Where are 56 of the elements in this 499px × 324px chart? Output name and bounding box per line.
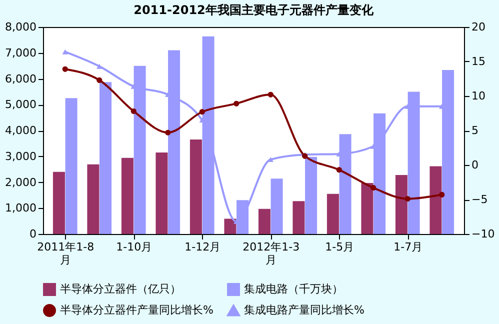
y-tick-label: 3,000 bbox=[5, 150, 36, 163]
x-tick-label: 1-12月 bbox=[184, 240, 221, 254]
y2-tick-label: 10 bbox=[472, 90, 486, 102]
y-tick-label: 5,000 bbox=[5, 98, 36, 112]
point bbox=[268, 92, 274, 98]
chart-title: 2011-2012年我国主要电子元器件产量变化 bbox=[134, 3, 374, 17]
bar bbox=[100, 82, 112, 234]
bar bbox=[361, 183, 374, 234]
bar bbox=[292, 201, 305, 234]
x-tick-label: 2011年1-8月 bbox=[37, 240, 94, 266]
bar bbox=[430, 166, 442, 234]
point bbox=[234, 100, 240, 106]
bar bbox=[87, 164, 100, 234]
y-tick-label: 2,000 bbox=[5, 176, 36, 189]
y2-tick-label: 15 bbox=[472, 55, 486, 68]
point bbox=[404, 196, 410, 202]
x-tick-label: 2012年1-3月 bbox=[242, 240, 300, 266]
point bbox=[439, 192, 445, 198]
y-tick-label: 6,000 bbox=[5, 72, 36, 86]
y2-tick-label: −10 bbox=[472, 228, 495, 240]
legend-label: 集成电路（千万块） bbox=[244, 282, 343, 296]
point bbox=[96, 77, 102, 83]
bar bbox=[224, 218, 236, 234]
point bbox=[165, 130, 171, 136]
bar bbox=[52, 172, 65, 234]
bar bbox=[121, 158, 134, 234]
legend-label: 半导体分立器件（亿只） bbox=[60, 282, 181, 296]
y2-tick-label: 0 bbox=[472, 158, 478, 172]
y2-tick-label: −5 bbox=[472, 193, 488, 206]
bar bbox=[156, 152, 168, 234]
bar bbox=[258, 208, 270, 234]
y-tick-label: 4,000 bbox=[5, 124, 36, 137]
y-tick-label: 8,000 bbox=[5, 20, 36, 34]
point bbox=[62, 49, 68, 54]
x-tick-label: 1-10月 bbox=[116, 240, 152, 254]
bar bbox=[326, 194, 339, 234]
bar bbox=[395, 175, 408, 234]
point bbox=[62, 66, 68, 72]
y-tick-label: 1,000 bbox=[5, 202, 36, 215]
point bbox=[336, 167, 342, 173]
bar bbox=[65, 98, 78, 234]
legend-label: 集成电路产量同比增长% bbox=[244, 304, 364, 316]
point bbox=[199, 109, 205, 115]
bar bbox=[442, 70, 454, 234]
x-tick-label: 1-7月 bbox=[394, 240, 423, 254]
point bbox=[96, 64, 102, 69]
y-tick-label: 7,000 bbox=[5, 46, 36, 60]
y2-tick-label: 5 bbox=[472, 124, 478, 137]
y-tick-label: 0 bbox=[30, 228, 36, 240]
x-tick-label: 1-5月 bbox=[325, 240, 354, 254]
y2-tick-label: 20 bbox=[472, 20, 486, 34]
bar bbox=[190, 140, 202, 234]
point bbox=[130, 108, 136, 114]
bar bbox=[270, 178, 283, 234]
legend-label: 半导体分立器件产量同比增长% bbox=[60, 304, 214, 316]
point bbox=[370, 185, 376, 191]
